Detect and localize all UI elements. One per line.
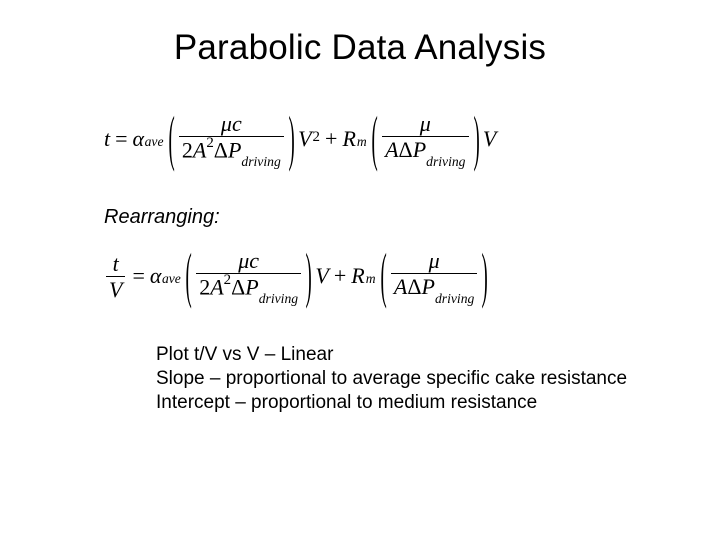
eq2-frac1-num: μc	[238, 248, 259, 273]
eq2-frac2-den-P-sub: driving	[435, 291, 474, 306]
notes-line-2: Slope – proportional to average specific…	[156, 367, 660, 391]
eq1-plus: +	[321, 126, 341, 152]
rparen-icon: )	[481, 240, 489, 313]
rparen-icon: )	[305, 240, 313, 313]
eq1-frac1: μc 2A2ΔPdriving	[179, 112, 284, 166]
eq2-alpha: α	[150, 263, 161, 289]
eq2-frac2-num: μ	[429, 248, 440, 273]
eq2-frac2: μ AΔPdriving	[391, 249, 477, 303]
rparen-icon: )	[287, 103, 295, 176]
eq1-frac1-den-A: A	[193, 137, 206, 162]
eq1-frac2: μ AΔPdriving	[382, 112, 468, 166]
eq1-frac1-den-delta: Δ	[214, 137, 228, 162]
eq2-Rm-sub: m	[366, 271, 376, 287]
eq2-frac1-den-A: A	[210, 275, 223, 300]
eq1-Rm-sub: m	[357, 134, 367, 150]
equation-2: t V = α ave ( μc 2A2ΔPdriving ) V + R m …	[104, 249, 660, 303]
eq1-V1: V	[298, 126, 311, 152]
slide: Parabolic Data Analysis t = α ave ( μc 2…	[0, 0, 720, 540]
slide-title: Parabolic Data Analysis	[60, 28, 660, 68]
notes-line-1: Plot t/V vs V – Linear	[156, 343, 660, 367]
eq1-frac1-num: μc	[221, 111, 242, 136]
eq2-lhs-den: V	[109, 277, 122, 302]
eq2-V1: V	[315, 263, 328, 289]
eq2-plus: +	[330, 263, 350, 289]
eq1-alpha: α	[133, 126, 144, 152]
eq2-frac2-den-P: P	[422, 274, 435, 299]
eq1-frac2-den-P-sub: driving	[426, 154, 465, 169]
rearranging-label: Rearranging:	[104, 206, 660, 229]
eq1-frac2-den-P: P	[413, 137, 426, 162]
eq1-frac1-den-P: P	[228, 137, 241, 162]
lparen-icon: (	[379, 240, 387, 313]
eq2-frac1-den-A-pow: 2	[224, 272, 231, 288]
eq2-Rm: R	[351, 263, 364, 289]
eq2-frac1: μc 2A2ΔPdriving	[196, 249, 301, 303]
eq2-lhs-num: t	[113, 251, 119, 276]
eq2-frac1-den-P: P	[245, 275, 258, 300]
eq1-equals: =	[111, 126, 131, 152]
eq1-frac2-den-delta: Δ	[399, 137, 413, 162]
rparen-icon: )	[472, 103, 480, 176]
eq1-frac2-den-A: A	[385, 137, 398, 162]
eq2-equals: =	[128, 263, 148, 289]
eq1-V1-pow: 2	[313, 129, 320, 146]
eq1-frac1-den-coeff: 2	[182, 137, 193, 162]
eq1-lhs: t	[104, 126, 110, 152]
eq2-frac1-den-P-sub: driving	[259, 291, 298, 306]
equation-1: t = α ave ( μc 2A2ΔPdriving ) V 2 + R m …	[104, 112, 660, 166]
eq2-lhs-frac: t V	[106, 252, 125, 301]
lparen-icon: (	[370, 103, 378, 176]
notes-line-3: Intercept – proportional to medium resis…	[156, 391, 660, 415]
eq2-frac2-den-delta: Δ	[407, 274, 421, 299]
eq1-alpha-sub: ave	[145, 134, 164, 150]
lparen-icon: (	[185, 240, 193, 313]
eq2-alpha-sub: ave	[162, 271, 181, 287]
eq2-frac1-den-delta: Δ	[231, 275, 245, 300]
eq2-frac1-den-coeff: 2	[199, 275, 210, 300]
eq1-Rm: R	[342, 126, 355, 152]
eq1-frac2-num: μ	[420, 111, 431, 136]
eq1-frac1-den-P-sub: driving	[241, 154, 280, 169]
eq1-frac1-den-A-pow: 2	[206, 135, 213, 151]
eq1-V2: V	[483, 126, 496, 152]
eq2-frac2-den-A: A	[394, 274, 407, 299]
notes-block: Plot t/V vs V – Linear Slope – proportio…	[156, 343, 660, 414]
lparen-icon: (	[167, 103, 175, 176]
